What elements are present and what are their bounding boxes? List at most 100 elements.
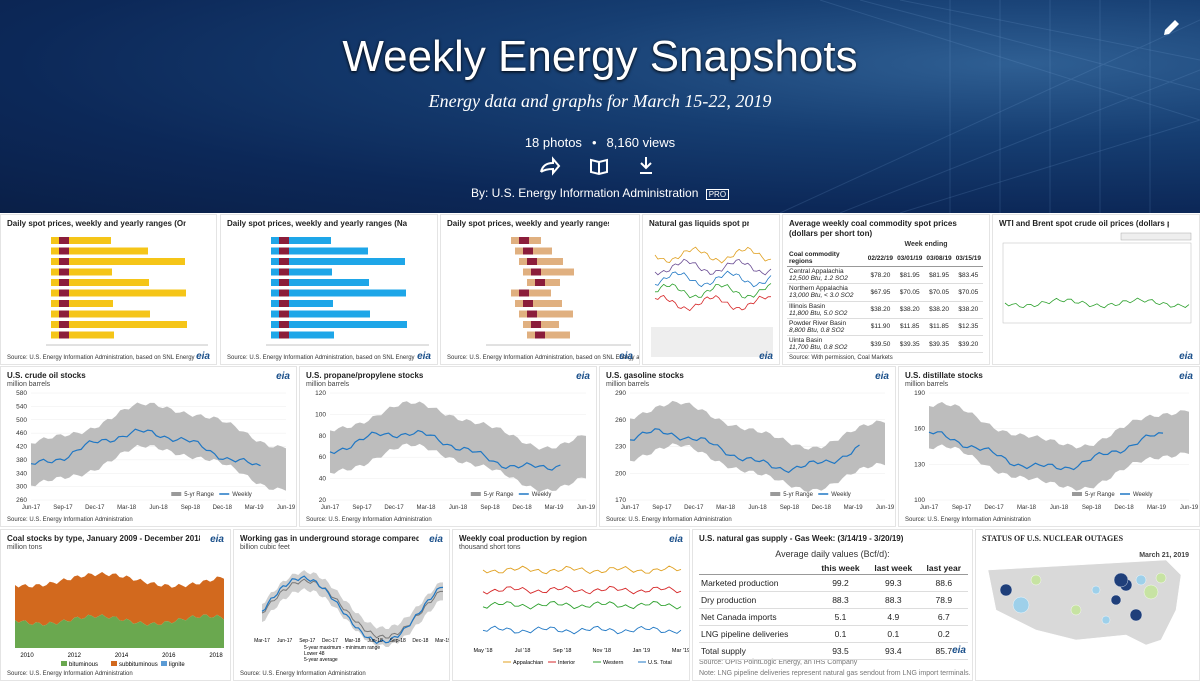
eia-logo: eia [875, 371, 889, 382]
week-bar [523, 247, 533, 255]
photo-tile[interactable]: 2010 2012 2014 2016 2018 bituminous subbitumin… [0, 529, 231, 681]
photo-tile[interactable]: Mar-17 Jun-17 Sep-17 Dec-17 Mar-18 Jun-18 Sep-… [233, 529, 450, 681]
x-tick-label: Jun-18 [449, 505, 468, 511]
region-spec: 11,700 Btu, 0.8 SO2 [789, 344, 848, 352]
legend-label: 5-year maximum - minimum range [304, 645, 380, 651]
x-tick-label: Sep-17 [299, 638, 315, 644]
x-tick-label: Sep-18 [181, 505, 201, 511]
data-table: this week last week last year Marketed prod… [699, 562, 968, 660]
x-tick-label: May '18 [473, 648, 492, 654]
cell: $38.20 [958, 306, 979, 314]
eia-logo: eia [952, 645, 966, 656]
photo-tile[interactable]: 120 100 80 60 40 20 Jun-17 Sep-17 Dec-17 Mar-18 Ju… [299, 366, 597, 527]
tile-units: thousand short tons [459, 544, 521, 551]
week-bar [59, 258, 69, 265]
week-bar [59, 237, 69, 244]
range-bar [519, 310, 573, 318]
legend-label: Lower 48 [304, 651, 325, 657]
photo-tile[interactable]: May '18 Jul '18 Sep '18 Nov '18 Jan '19 Mar '… [452, 529, 690, 681]
x-tick-label: Mar-19 [435, 638, 450, 644]
plant-marker [1129, 608, 1143, 622]
week-bar [523, 300, 533, 307]
photo-tile[interactable]: U.S. natural gas supply - Gas Week: (3/1… [692, 529, 973, 681]
tile-title: U.S. natural gas supply - Gas Week: (3/1… [699, 534, 904, 543]
photo-tile[interactable]: Natural gas liquids spot prices eia [642, 214, 780, 365]
photo-tile[interactable]: WTI and Brent spot crude oil prices (dol… [992, 214, 1200, 365]
photo-tile[interactable]: Daily spot prices, weekly and yearly ran… [440, 214, 640, 365]
y-tick-label: 380 [16, 457, 27, 464]
author[interactable]: By: U.S. Energy Information Administrati… [470, 186, 699, 200]
x-tick-label: Jun-17 [321, 505, 340, 511]
legend-key [111, 661, 117, 666]
x-tick-label: Sep-17 [952, 505, 972, 511]
column-header: 03/15/19 [955, 254, 981, 262]
cell: $70.05 [929, 288, 949, 296]
cell: 93.5 [832, 646, 849, 656]
column-header: 03/01/19 [897, 254, 923, 262]
tile-title: U.S. gasoline stocks [606, 371, 684, 380]
range-bar [515, 247, 552, 255]
range-bar [51, 331, 114, 339]
x-tick-label: Dec-17 [322, 638, 338, 644]
x-tick-label: Mar-18 [117, 505, 137, 511]
cell: $11.85 [900, 323, 920, 331]
thumbnail-chart: May '18 Jul '18 Sep '18 Nov '18 Jan '19 Mar '… [473, 565, 689, 666]
cell: 0.1 [834, 629, 847, 639]
weekly-line [30, 428, 261, 467]
eia-logo: eia [576, 371, 590, 382]
photo-tile[interactable]: Daily spot prices, weekly and yearly ran… [220, 214, 438, 365]
range-bar [271, 258, 405, 265]
legend-label: Weekly [232, 492, 252, 498]
tile-source: Source: U.S. Energy Information Administ… [606, 517, 732, 523]
y-tick-label: 460 [16, 430, 27, 437]
legend-label: Weekly [831, 492, 851, 498]
series-line [482, 585, 682, 595]
cell: $81.95 [929, 271, 949, 279]
week-bar [279, 258, 289, 265]
edit-icon[interactable] [1164, 20, 1179, 35]
y-tick-label: 540 [16, 403, 27, 410]
tile-units: million barrels [606, 381, 650, 388]
series-line [654, 246, 772, 264]
cell: $38.20 [929, 306, 949, 314]
x-tick-label: Sep-18 [780, 505, 800, 511]
week-bar [279, 279, 289, 286]
table-row: Northern Appalachia 13,000 Btu, < 3.0 SO2… [787, 284, 983, 302]
cell: $38.20 [870, 306, 891, 314]
cell: 88.6 [935, 578, 953, 588]
table-row: Total supply 93.5 93.4 85.7 [699, 643, 968, 660]
x-tick-label: Dec-17 [384, 505, 404, 511]
photo-tile[interactable]: Daily spot prices, weekly and yearly ran… [0, 214, 217, 365]
week-bar [527, 310, 537, 318]
book-icon[interactable] [590, 158, 608, 176]
photo-tile[interactable]: 290 260 230 200 170 Jun-17 Sep-17 Dec-17 Mar-18 J… [599, 366, 896, 527]
thumbnail-chart [1002, 232, 1192, 324]
photo-tile[interactable]: STATUS OF U.S. NUCLEAR OUTAGES March 21, … [975, 529, 1200, 681]
cell: 0.2 [937, 629, 950, 639]
legend-label: U.S. Total [648, 660, 672, 666]
table-row: Net Canada imports 5.1 4.9 6.7 [699, 609, 968, 626]
photo-tile[interactable]: Average weekly coal commodity spot price… [782, 214, 990, 365]
photo-tile[interactable]: 580 540 500 460 420 380 340 300 260 Jun-17 Sep-17 D… [0, 366, 297, 527]
column-header: 03/08/19 [926, 254, 952, 262]
week-bar [59, 268, 69, 276]
share-icon[interactable] [540, 156, 561, 176]
legend-label: subbituminous [119, 662, 158, 668]
byline: By: U.S. Energy Information Administrati… [0, 186, 1200, 200]
x-tick-label: 2012 [68, 653, 82, 659]
download-icon[interactable] [640, 157, 652, 174]
range-band [630, 400, 885, 492]
cell: $39.35 [929, 340, 949, 348]
thumbnail-chart [46, 237, 208, 346]
y-tick-label: 420 [16, 444, 27, 451]
photo-tile[interactable]: 190 160 130 100 Jun-17 Sep-17 Dec-17 Mar-18 Jun-… [898, 366, 1200, 527]
album-stats: 18 photos • 8,160 views [524, 135, 676, 150]
plant-marker [1113, 572, 1129, 588]
tile-source: Source: U.S. Energy Information Administ… [306, 517, 432, 523]
region-spec: 8,800 Btu, 0.8 SO2 [789, 326, 845, 334]
header-art [540, 0, 1200, 213]
tile-title: Coal stocks by type, January 2009 - Dece… [7, 534, 200, 543]
legend-label: 5-yr Range [184, 492, 214, 498]
